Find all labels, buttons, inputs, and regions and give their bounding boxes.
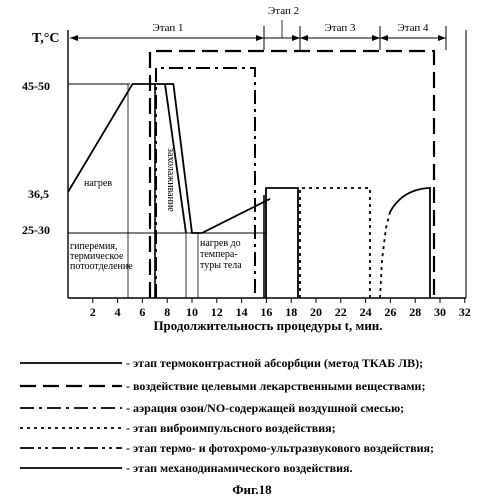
x-tick-label-6: 6 <box>139 305 145 319</box>
x-tick-label-10: 10 <box>186 305 198 319</box>
annotation-cooling: захолаживание <box>165 148 176 212</box>
stage-header: Этап 1 Этап 2 Этап 3 Этап 4 <box>70 5 446 50</box>
drug-exposure-curve <box>150 51 434 298</box>
stage-4-label: Этап 4 <box>397 22 429 34</box>
x-tick-label-28: 28 <box>409 305 421 319</box>
y-tick-label-36-5: 36,5 <box>28 187 49 201</box>
mechanodynamic-rise-dotted <box>380 212 390 298</box>
stage-3-arrow-head-right <box>372 35 380 41</box>
annotation-heating: нагрев <box>84 178 112 189</box>
stage-1-arrow-head-left <box>70 35 78 41</box>
mechanodynamic-curve <box>390 188 430 298</box>
vibro-impulse-curve <box>266 188 298 298</box>
x-tick-label-30: 30 <box>434 305 446 319</box>
legend-label-5: - этап термо- и фотохромо-ультразвуковог… <box>126 441 434 455</box>
x-axis-label: Продолжительность процедуры t, мин. <box>153 318 382 333</box>
x-tick-label-26: 26 <box>384 305 396 319</box>
stage-4-arrow-head-left <box>380 35 388 41</box>
stage-2-arrow-head-right <box>292 35 300 41</box>
annotation-heating-body-line3: туры тела <box>200 260 242 271</box>
stage-4-arrow-head-right <box>438 35 446 41</box>
stage-2-label: Этап 2 <box>268 5 299 17</box>
x-tick-label-16: 16 <box>260 305 272 319</box>
y-tick-label-45-50: 45-50 <box>22 79 50 93</box>
y-tick-label-25-30: 25-30 <box>22 223 50 237</box>
figure-caption: Фиг.18 <box>232 482 272 497</box>
y-axis-label: T,°C <box>32 31 60 46</box>
stage-3-label: Этап 3 <box>324 22 356 34</box>
x-tick-label-8: 8 <box>164 305 170 319</box>
stage-3-arrow-head-left <box>300 35 308 41</box>
legend-label-4: - этап виброимпульсного воздействия; <box>126 421 336 435</box>
x-tick-label-24: 24 <box>360 305 372 319</box>
stage-1-label: Этап 1 <box>152 22 183 34</box>
legend-label-1: - этап термоконтрастной абсорбции (метод… <box>126 356 423 370</box>
x-tick-label-2: 2 <box>90 305 96 319</box>
stage-1-arrow-head-right <box>256 35 264 41</box>
legend: - этап термоконтрастной абсорбции (метод… <box>20 356 434 475</box>
x-tick-label-32: 32 <box>459 305 471 319</box>
thermo-photo-ultrasound-curve <box>300 188 370 298</box>
x-tick-label-20: 20 <box>310 305 322 319</box>
x-tick-label-14: 14 <box>236 305 248 319</box>
x-tick-label-12: 12 <box>211 305 223 319</box>
annotation-hyperemia-line3: потоотделение <box>70 261 133 272</box>
annotation-heating-body-line1: нагрев до <box>200 238 241 249</box>
x-tick-label-4: 4 <box>115 305 121 319</box>
legend-label-6: - этап механодинамического воздействия. <box>126 461 353 475</box>
x-tick-label-22: 22 <box>335 305 347 319</box>
legend-label-2: - воздействие целевыми лекарственными ве… <box>126 379 425 393</box>
legend-label-3: - аэрация озон/NO-содержащей воздушной с… <box>126 401 404 415</box>
x-ticks: 2468101214161820222426283032 <box>90 298 471 319</box>
annotation-heating-body-line2: темпера- <box>200 249 238 260</box>
x-tick-label-18: 18 <box>285 305 297 319</box>
